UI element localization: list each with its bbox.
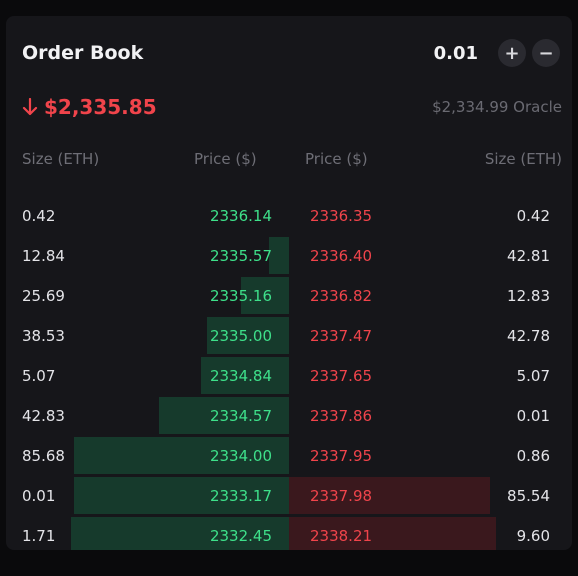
- order-book-row[interactable]: 12.84 2335.57 2336.40 42.81: [6, 236, 572, 276]
- ask-size-cell: 9.60: [516, 527, 550, 545]
- ask-size-cell: 42.78: [507, 327, 550, 345]
- ask-price-cell: 2338.21: [310, 527, 373, 545]
- price-line: $2,335.85 $2,334.99 Oracle: [22, 92, 562, 122]
- arrow-down-icon: [22, 98, 38, 116]
- bid-depth-bar: [269, 237, 289, 274]
- bid-size-cell: 42.83: [22, 407, 65, 425]
- last-price: $2,335.85: [22, 95, 432, 119]
- order-book-panel: Order Book 0.01 + − $2,335.85 $2,334.99 …: [6, 16, 572, 550]
- bid-size-cell: 25.69: [22, 287, 65, 305]
- bid-depth-bar: [159, 397, 289, 434]
- bid-depth-bar: [201, 357, 289, 394]
- bid-size-cell: 12.84: [22, 247, 65, 265]
- oracle-price: $2,334.99 Oracle: [432, 98, 562, 116]
- ask-price-cell: 2337.47: [310, 327, 373, 345]
- bid-price-cell: 2334.84: [209, 367, 272, 385]
- bid-size-cell: 5.07: [22, 367, 56, 385]
- order-book-row[interactable]: 5.07 2334.84 2337.65 5.07: [6, 356, 572, 396]
- bid-price-cell: 2335.57: [209, 247, 272, 265]
- order-book-row[interactable]: 42.83 2334.57 2337.86 0.01: [6, 396, 572, 436]
- ask-size-cell: 5.07: [516, 367, 550, 385]
- bid-price-cell: 2335.00: [209, 327, 272, 345]
- ask-price-header: Price ($): [305, 150, 368, 168]
- ask-size-cell: 12.83: [507, 287, 550, 305]
- column-headers: Size (ETH) Price ($) Price ($) Size (ETH…: [6, 150, 572, 172]
- bid-depth-bar: [74, 477, 289, 514]
- ask-price-cell: 2337.98: [310, 487, 373, 505]
- bid-price-cell: 2334.57: [209, 407, 272, 425]
- order-book-row[interactable]: 85.68 2334.00 2337.95 0.86: [6, 436, 572, 476]
- ask-price-cell: 2336.35: [310, 207, 373, 225]
- bid-depth-bar: [71, 517, 289, 550]
- order-book-header: Order Book 0.01 + −: [22, 36, 560, 70]
- bid-size-cell: 85.68: [22, 447, 65, 465]
- order-book-row[interactable]: 0.01 2333.17 2337.98 85.54: [6, 476, 572, 516]
- increase-tick-button[interactable]: +: [498, 39, 526, 67]
- ask-depth-bar: [289, 477, 490, 514]
- bid-depth-bar: [74, 437, 289, 474]
- ask-price-cell: 2336.82: [310, 287, 373, 305]
- ask-size-cell: 0.86: [516, 447, 550, 465]
- bid-price-cell: 2336.14: [209, 207, 272, 225]
- ask-depth-bar: [289, 517, 496, 550]
- bid-price-cell: 2334.00: [209, 447, 272, 465]
- ask-size-cell: 0.42: [516, 207, 550, 225]
- order-book-row[interactable]: 0.42 2336.14 2336.35 0.42: [6, 196, 572, 236]
- order-book-rows: 0.42 2336.14 2336.35 0.42 12.84 2335.57 2336.4…: [6, 196, 572, 550]
- ask-size-cell: 0.01: [516, 407, 550, 425]
- bid-price-cell: 2333.17: [209, 487, 272, 505]
- bid-price-cell: 2332.45: [209, 527, 272, 545]
- bid-size-cell: 0.01: [22, 487, 56, 505]
- bid-depth-bar: [241, 277, 289, 314]
- bid-size-cell: 1.71: [22, 527, 56, 545]
- bid-size-header: Size (ETH): [22, 150, 100, 168]
- bid-size-cell: 0.42: [22, 207, 56, 225]
- order-book-row[interactable]: 25.69 2335.16 2336.82 12.83: [6, 276, 572, 316]
- ask-price-cell: 2337.86: [310, 407, 373, 425]
- ask-price-cell: 2337.95: [310, 447, 373, 465]
- bid-price-cell: 2335.16: [209, 287, 272, 305]
- tick-size-value: 0.01: [433, 42, 478, 64]
- ask-price-cell: 2337.65: [310, 367, 373, 385]
- ask-size-header: Size (ETH): [484, 150, 562, 168]
- order-book-row[interactable]: 1.71 2332.45 2338.21 9.60: [6, 516, 572, 550]
- decrease-tick-button[interactable]: −: [532, 39, 560, 67]
- ask-price-cell: 2336.40: [310, 247, 373, 265]
- order-book-row[interactable]: 38.53 2335.00 2337.47 42.78: [6, 316, 572, 356]
- bid-size-cell: 38.53: [22, 327, 65, 345]
- order-book-title: Order Book: [22, 42, 144, 64]
- bid-price-header: Price ($): [194, 150, 257, 168]
- ask-size-cell: 42.81: [507, 247, 550, 265]
- bid-depth-bar: [207, 317, 289, 354]
- ask-size-cell: 85.54: [507, 487, 550, 505]
- last-price-value: $2,335.85: [44, 95, 157, 119]
